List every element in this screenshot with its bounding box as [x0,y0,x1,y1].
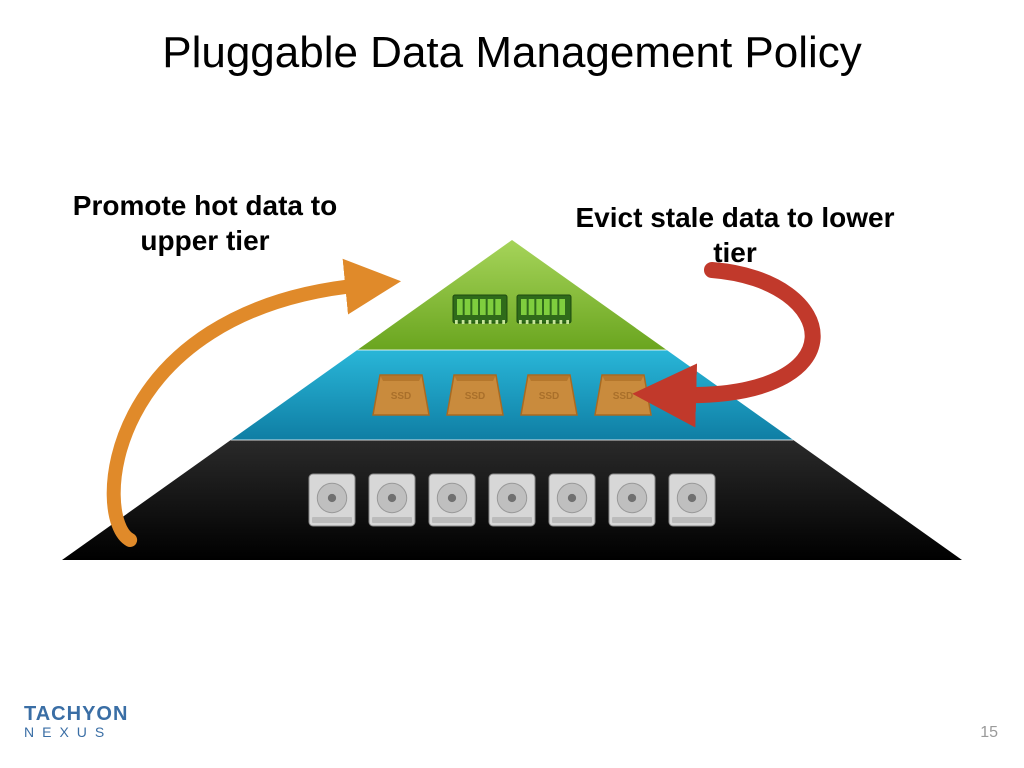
svg-text:SSD: SSD [613,391,634,402]
brand-logo: TACHYON NEXUS [24,703,128,740]
hdd-drive-icon [429,474,475,526]
slide: Pluggable Data Management Policy Promote… [0,0,1024,768]
ram-chip-icon [517,295,571,324]
ssd-drive-icon: SSD [447,375,503,415]
ssd-drive-icon: SSD [521,375,577,415]
ssd-drive-icon: SSD [595,375,651,415]
ssd-drive-icon: SSD [373,375,429,415]
svg-text:SSD: SSD [391,391,412,402]
tier-memory [357,240,666,350]
ram-chip-icon [453,295,507,324]
hdd-drive-icon [669,474,715,526]
hdd-drive-icon [609,474,655,526]
logo-line1: TACHYON [24,703,128,726]
svg-text:SSD: SSD [465,391,486,402]
hdd-drive-icon [309,474,355,526]
hdd-drive-icon [489,474,535,526]
page-number: 15 [980,724,998,742]
tier-pyramid-diagram: SSD SSD SSD SSD [62,240,962,560]
logo-line2: NEXUS [24,724,128,740]
hdd-drive-icon [369,474,415,526]
hdd-drive-icon [549,474,595,526]
svg-text:SSD: SSD [539,391,560,402]
slide-title: Pluggable Data Management Policy [0,28,1024,78]
